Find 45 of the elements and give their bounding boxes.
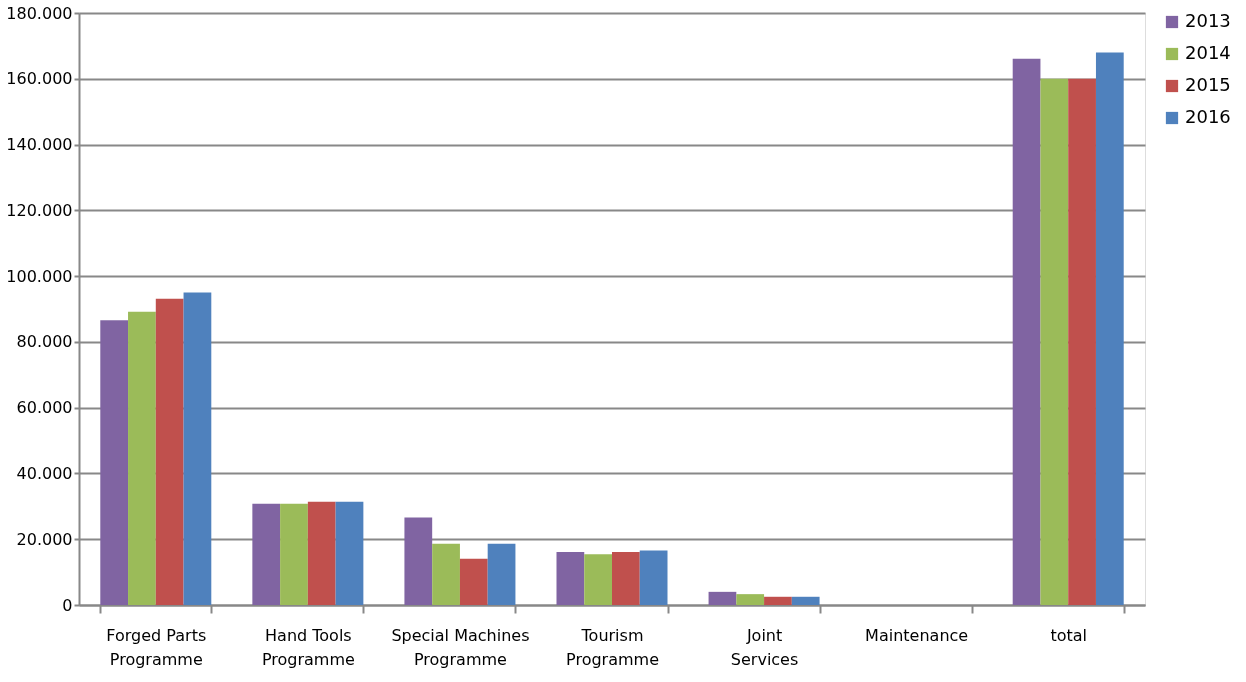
bar bbox=[639, 550, 668, 605]
y-tick-label: 140.000 bbox=[6, 135, 73, 155]
bar bbox=[155, 298, 184, 605]
bar bbox=[791, 596, 820, 605]
bar bbox=[459, 558, 488, 605]
bar bbox=[487, 543, 516, 605]
y-tick-label: 60.000 bbox=[16, 398, 73, 418]
x-tick-label: Tourism Programme bbox=[566, 625, 659, 669]
y-tick-label: 120.000 bbox=[6, 200, 73, 220]
bar bbox=[432, 543, 460, 605]
bar bbox=[335, 501, 364, 605]
x-tick-label: Maintenance bbox=[865, 625, 969, 645]
y-tick-label: 20.000 bbox=[16, 529, 73, 549]
bar bbox=[1068, 78, 1096, 605]
bar bbox=[1012, 58, 1041, 605]
bar bbox=[280, 503, 308, 605]
bar bbox=[1040, 78, 1069, 605]
bar bbox=[128, 311, 156, 605]
x-tick-label: Special Machines Programme bbox=[391, 625, 530, 669]
y-tick-label: 100.000 bbox=[6, 266, 73, 286]
y-tick-label: 180.000 bbox=[6, 3, 73, 23]
x-tick-label: Forged Parts Programme bbox=[106, 625, 207, 669]
bar bbox=[183, 292, 212, 605]
bar bbox=[556, 552, 585, 605]
y-tick-label: 0 bbox=[62, 595, 73, 615]
legend-label: 2015 bbox=[1185, 74, 1231, 95]
y-tick-label: 80.000 bbox=[16, 332, 73, 352]
bar bbox=[100, 320, 129, 605]
bar bbox=[764, 596, 792, 605]
y-tick-label: 40.000 bbox=[16, 463, 73, 483]
legend-label: 2014 bbox=[1185, 42, 1231, 63]
bar bbox=[736, 594, 765, 605]
bar bbox=[708, 591, 737, 605]
x-tick-label: Joint Services bbox=[730, 625, 799, 669]
bar bbox=[612, 552, 640, 605]
x-tick-label: Hand Tools Programme bbox=[261, 625, 355, 669]
bar bbox=[584, 554, 612, 605]
bar bbox=[252, 503, 281, 605]
bar bbox=[1095, 52, 1124, 605]
legend-label: 2016 bbox=[1185, 106, 1231, 127]
bar bbox=[404, 517, 433, 605]
x-tick-label: total bbox=[1050, 625, 1087, 645]
legend-label: 2013 bbox=[1185, 10, 1231, 31]
y-tick-label: 160.000 bbox=[6, 69, 73, 89]
bar bbox=[307, 501, 336, 605]
